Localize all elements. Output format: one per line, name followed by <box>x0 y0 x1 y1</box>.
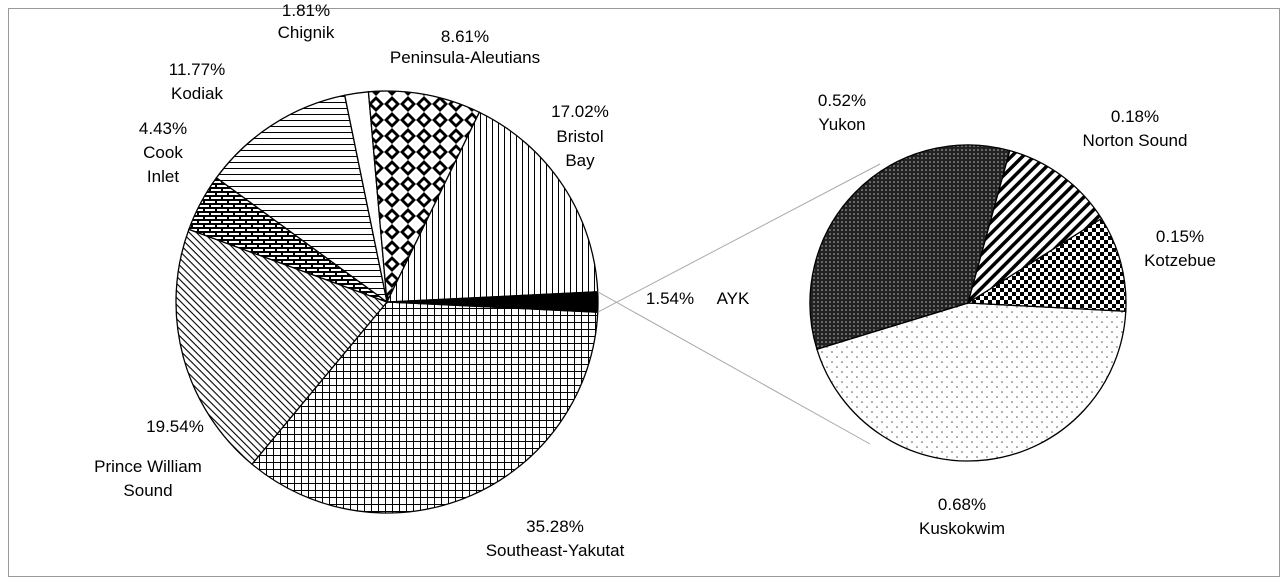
category-label: Cook Inlet <box>143 143 183 186</box>
category-label: Yukon <box>818 115 865 134</box>
value-label: 0.52% <box>818 91 866 110</box>
connector-line <box>597 163 881 313</box>
pie-slice <box>251 301 599 514</box>
pie-slice <box>367 90 481 305</box>
value-label: 8.61% <box>441 27 489 46</box>
value-label: 0.18% <box>1111 107 1159 126</box>
value-label: 35.28% <box>526 517 584 536</box>
category-label: Prince William Sound <box>94 457 202 500</box>
category-label: Norton Sound <box>1083 131 1188 150</box>
category-label: AYK <box>717 289 750 308</box>
frame <box>8 8 1280 577</box>
value-label: 19.54% <box>146 417 204 436</box>
category-label: Bristol Bay <box>556 127 603 170</box>
value-label: 11.77% <box>169 60 225 79</box>
pie-slice <box>965 217 1127 312</box>
connector-line <box>597 291 871 445</box>
value-label: 0.15% <box>1156 227 1204 246</box>
value-label: 1.81% <box>282 1 330 20</box>
category-label: Chignik <box>278 23 335 42</box>
pie-slice <box>215 94 388 304</box>
pie-slice <box>175 228 389 466</box>
category-label: Kodiak <box>171 84 223 103</box>
category-label: Southeast-Yakutat <box>486 541 625 560</box>
category-label: Kuskokwim <box>919 519 1005 538</box>
value-label: 1.54% <box>646 289 694 308</box>
pie-slice <box>816 302 1127 462</box>
category-label: Peninsula-Aleutians <box>390 48 540 67</box>
pie-slice <box>966 149 1103 305</box>
pie-slice <box>809 144 1011 351</box>
value-label: 4.43% <box>139 119 187 138</box>
value-label: 17.02% <box>551 102 609 121</box>
value-label: 0.68% <box>938 495 986 514</box>
category-label: Kotzebue <box>1144 251 1216 270</box>
pie-slice <box>385 111 599 303</box>
